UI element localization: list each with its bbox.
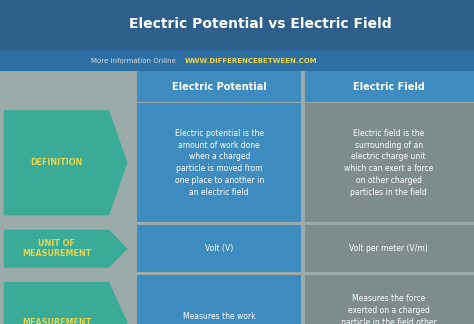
FancyBboxPatch shape — [137, 71, 301, 102]
FancyBboxPatch shape — [137, 275, 301, 324]
FancyBboxPatch shape — [137, 103, 301, 222]
FancyBboxPatch shape — [0, 0, 474, 50]
Text: Electric Potential: Electric Potential — [172, 82, 266, 92]
Polygon shape — [4, 230, 128, 268]
FancyBboxPatch shape — [305, 71, 474, 102]
Text: Electric Field: Electric Field — [353, 82, 425, 92]
Polygon shape — [4, 282, 128, 324]
Text: Electric field is the
surrounding of an
electric charge unit
which can exert a f: Electric field is the surrounding of an … — [344, 129, 433, 197]
FancyBboxPatch shape — [137, 225, 301, 272]
Text: Electric Potential vs Electric Field: Electric Potential vs Electric Field — [129, 17, 392, 31]
Text: MEASUREMENT: MEASUREMENT — [22, 318, 91, 324]
Polygon shape — [4, 110, 128, 215]
Text: UNIT OF
MEASUREMENT: UNIT OF MEASUREMENT — [22, 239, 91, 258]
FancyBboxPatch shape — [305, 103, 474, 222]
FancyBboxPatch shape — [0, 50, 474, 71]
Text: Volt (V): Volt (V) — [205, 244, 233, 253]
Text: Electric potential is the
amount of work done
when a charged
particle is moved f: Electric potential is the amount of work… — [174, 129, 264, 197]
Text: Measures the work
done by an electric field: Measures the work done by an electric fi… — [173, 312, 265, 324]
Text: Volt per meter (V/m): Volt per meter (V/m) — [349, 244, 428, 253]
Text: Measures the force
exerted on a charged
particle in the field other
than the cen: Measures the force exerted on a charged … — [341, 294, 437, 324]
Text: DEFINITION: DEFINITION — [30, 158, 82, 167]
FancyBboxPatch shape — [305, 275, 474, 324]
FancyBboxPatch shape — [305, 225, 474, 272]
Text: More Information Online: More Information Online — [91, 58, 175, 64]
Text: WWW.DIFFERENCEBETWEEN.COM: WWW.DIFFERENCEBETWEEN.COM — [185, 58, 318, 64]
